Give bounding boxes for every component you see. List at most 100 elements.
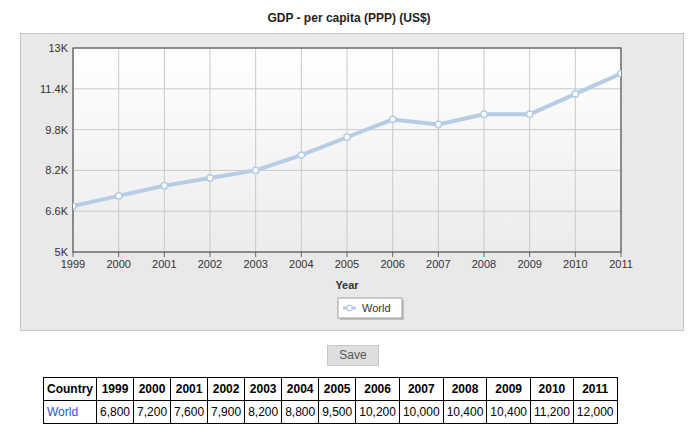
table-header-cell: 2006 (356, 378, 400, 401)
table-header-cell: 2008 (443, 378, 487, 401)
x-tick-label: 2006 (380, 258, 404, 270)
data-point (207, 175, 213, 181)
table-country-cell[interactable]: World (44, 401, 97, 424)
data-point (252, 167, 258, 173)
table-value-cell: 7,200 (134, 401, 171, 424)
save-button[interactable]: Save (327, 345, 379, 366)
x-tick-label: 1999 (61, 258, 85, 270)
table-header-cell: 2005 (319, 378, 356, 401)
table-value-cell: 6,800 (97, 401, 134, 424)
chart-panel (21, 34, 684, 331)
data-point (298, 152, 304, 158)
table-body: World6,8007,2007,6007,9008,2008,8009,500… (44, 401, 618, 424)
x-tick-label: 2000 (106, 258, 130, 270)
x-grid-line (484, 48, 485, 252)
page: GDP - per capita (PPP) (US$) 5K 6.6K 8.2K 9.… (0, 0, 699, 446)
x-tick-mark (210, 252, 211, 257)
data-point (115, 193, 121, 199)
table-value-cell: 11,200 (531, 401, 574, 424)
x-grid-line (575, 48, 576, 252)
y-tick-label: 11.4K (40, 83, 69, 95)
x-grid-line (529, 48, 530, 252)
table-header-cell: 2009 (487, 378, 531, 401)
table-header-cell: 2000 (134, 378, 171, 401)
x-tick-mark (73, 252, 74, 257)
table-value-cell: 7,900 (208, 401, 245, 424)
x-tick-mark (255, 252, 256, 257)
y-tick-label: 6.6K (45, 205, 68, 217)
x-grid-line (255, 48, 256, 252)
x-axis-label: Year (335, 279, 359, 291)
data-point (526, 111, 532, 117)
table-header-cell: Country (44, 378, 97, 401)
plot-area (73, 48, 621, 252)
chart: GDP - per capita (PPP) (US$) 5K 6.6K 8.2K 9.… (0, 0, 699, 446)
data-point (344, 134, 350, 140)
table-row: World6,8007,2007,6007,9008,2008,8009,500… (44, 401, 618, 424)
table-header-cell: 2007 (399, 378, 443, 401)
x-grid-line (164, 48, 165, 252)
x-tick-label: 2003 (243, 258, 267, 270)
table-header-cell: 2002 (208, 378, 245, 401)
data-point (161, 183, 167, 189)
grid (73, 48, 621, 252)
x-tick-mark (529, 252, 530, 257)
x-grid-line (392, 48, 393, 252)
data-point (389, 116, 395, 122)
series-group (73, 70, 621, 209)
chart-title: GDP - per capita (PPP) (US$) (267, 11, 430, 25)
table-header-row: Country199920002001200220032004200520062… (44, 378, 618, 401)
table-header-cell: 2011 (573, 378, 617, 401)
x-tick-mark (484, 252, 485, 257)
x-grid-line (438, 48, 439, 252)
table-value-cell: 7,600 (171, 401, 208, 424)
legend: World (338, 298, 404, 320)
legend-marker (347, 305, 353, 311)
table-value-cell: 10,400 (443, 401, 487, 424)
x-tick-label: 2011 (609, 258, 633, 270)
plot-frame (73, 48, 621, 252)
y-tick-label: 8.2K (45, 164, 68, 176)
table-header-cell: 2003 (245, 378, 282, 401)
table-value-cell: 8,200 (245, 401, 282, 424)
table-value-cell: 10,400 (487, 401, 531, 424)
x-grid-line (210, 48, 211, 252)
x-tick-label: 2008 (472, 258, 496, 270)
y-tick-label: 9.8K (45, 124, 68, 136)
table-value-cell: 10,200 (356, 401, 400, 424)
table-header-cell: 2010 (531, 378, 574, 401)
x-tick-mark (575, 252, 576, 257)
table-value-cell: 10,000 (399, 401, 443, 424)
x-tick-mark (164, 252, 165, 257)
table-header-cell: 1999 (97, 378, 134, 401)
table-header-cell: 2004 (282, 378, 319, 401)
x-grid-line (118, 48, 119, 252)
y-tick-label: 13K (48, 42, 68, 54)
table-header-cell: 2001 (171, 378, 208, 401)
data-point (435, 121, 441, 127)
x-tick-label: 2005 (335, 258, 359, 270)
legend-box (338, 298, 402, 318)
table-value-cell: 8,800 (282, 401, 319, 424)
x-tick-label: 2009 (517, 258, 541, 270)
x-tick-mark (301, 252, 302, 257)
x-tick-label: 2004 (289, 258, 313, 270)
x-tick-mark (118, 252, 119, 257)
table-value-cell: 12,000 (573, 401, 617, 424)
table-value-cell: 9,500 (319, 401, 356, 424)
table-head: Country199920002001200220032004200520062… (44, 378, 618, 401)
x-grid-line (301, 48, 302, 252)
data-point (618, 70, 621, 76)
x-tick-mark (392, 252, 393, 257)
x-tick-mark (347, 252, 348, 257)
series-line (73, 74, 621, 207)
x-tick-label: 2007 (426, 258, 450, 270)
data-point (481, 111, 487, 117)
data-point (73, 203, 76, 209)
x-tick-label: 2010 (563, 258, 587, 270)
x-grid-line (347, 48, 348, 252)
data-table: Country199920002001200220032004200520062… (43, 377, 618, 424)
legend-label: World (362, 302, 391, 314)
x-tick-label: 2002 (198, 258, 222, 270)
y-tick-label: 5K (55, 246, 69, 258)
